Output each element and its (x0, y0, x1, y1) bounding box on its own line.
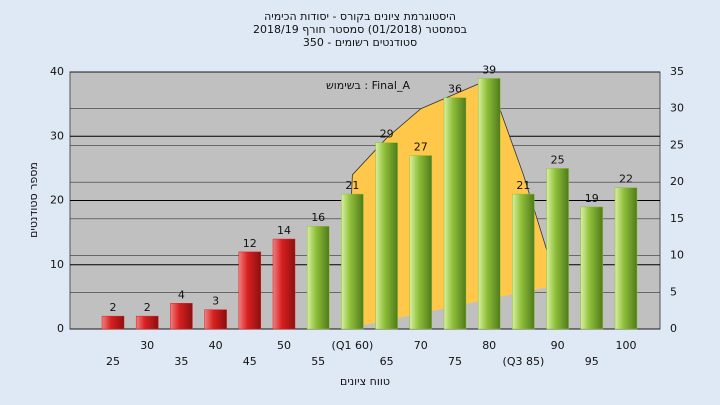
data-label: 2 (144, 301, 151, 314)
bar (238, 251, 262, 330)
y2-tick-label: 30 (670, 102, 684, 115)
x-tick-label: (Q3 85) (503, 355, 545, 368)
bar (546, 168, 569, 330)
x-tick-label: 35 (174, 355, 188, 368)
x-tick-label: 95 (585, 355, 599, 368)
bar (477, 78, 501, 330)
data-label: 39 (482, 63, 496, 76)
y2-tick-label: 15 (670, 212, 684, 225)
x-tick-label: 25 (106, 355, 120, 368)
x-tick-label: 90 (551, 339, 565, 352)
x-axis-label: טווח ציונים (340, 375, 390, 388)
bar (204, 309, 227, 330)
y-tick-label: 30 (50, 129, 64, 142)
y2-tick-label: 20 (670, 175, 684, 188)
bar (443, 97, 467, 330)
x-tick-label: 45 (243, 355, 257, 368)
bar (375, 142, 398, 330)
x-tick-label: 100 (616, 339, 637, 352)
bar (135, 315, 159, 330)
x-tick-label: (Q1 60) (332, 339, 374, 352)
bar (341, 193, 364, 330)
data-label: 22 (619, 173, 633, 186)
x-tick-label: 65 (380, 355, 394, 368)
x-tick-label: 70 (414, 339, 428, 352)
y-tick-label: 10 (50, 258, 64, 271)
bar (272, 238, 296, 330)
data-label: 29 (380, 128, 394, 141)
data-label: 25 (551, 153, 565, 166)
data-label: 3 (212, 295, 219, 308)
data-label: 2 (110, 301, 117, 314)
x-tick-label: 55 (311, 355, 325, 368)
bar (580, 206, 604, 330)
data-label: 19 (585, 192, 599, 205)
data-label: 16 (311, 211, 325, 224)
y-axis-label: מספר סטודנטים (27, 162, 40, 238)
y2-tick-label: 25 (670, 138, 684, 151)
bar (101, 315, 125, 330)
x-tick-label: 75 (448, 355, 462, 368)
y-tick-label: 0 (57, 322, 64, 335)
annotation: בשימוש : Final_A (326, 79, 410, 92)
data-label: 27 (414, 141, 428, 154)
bar (170, 303, 193, 330)
chart-title: היסטוגרמת ציונים בקורס - יסודות הכימיה (264, 10, 456, 23)
data-label: 4 (178, 288, 185, 301)
x-tick-label: 30 (140, 339, 154, 352)
x-tick-label: 40 (209, 339, 223, 352)
bar (614, 187, 638, 330)
x-tick-label: 50 (277, 339, 291, 352)
data-label: 14 (277, 224, 291, 237)
y2-tick-label: 10 (670, 249, 684, 262)
y-tick-label: 40 (50, 65, 64, 78)
chart-subtitle: סטודנטים רשומים - 350 (303, 36, 417, 49)
y-tick-label: 20 (50, 194, 64, 207)
bar (512, 193, 535, 330)
y2-tick-label: 0 (670, 322, 677, 335)
y2-tick-label: 35 (670, 65, 684, 78)
data-label: 12 (243, 237, 257, 250)
chart-subtitle: בסמסטר (01/2018) סמסטר חורף 2018/19 (253, 23, 467, 36)
data-label: 21 (345, 179, 359, 192)
bar (409, 155, 433, 330)
x-tick-label: 80 (482, 339, 496, 352)
bar (306, 225, 330, 330)
data-label: 21 (516, 179, 530, 192)
y2-tick-label: 5 (670, 285, 677, 298)
data-label: 36 (448, 83, 462, 96)
